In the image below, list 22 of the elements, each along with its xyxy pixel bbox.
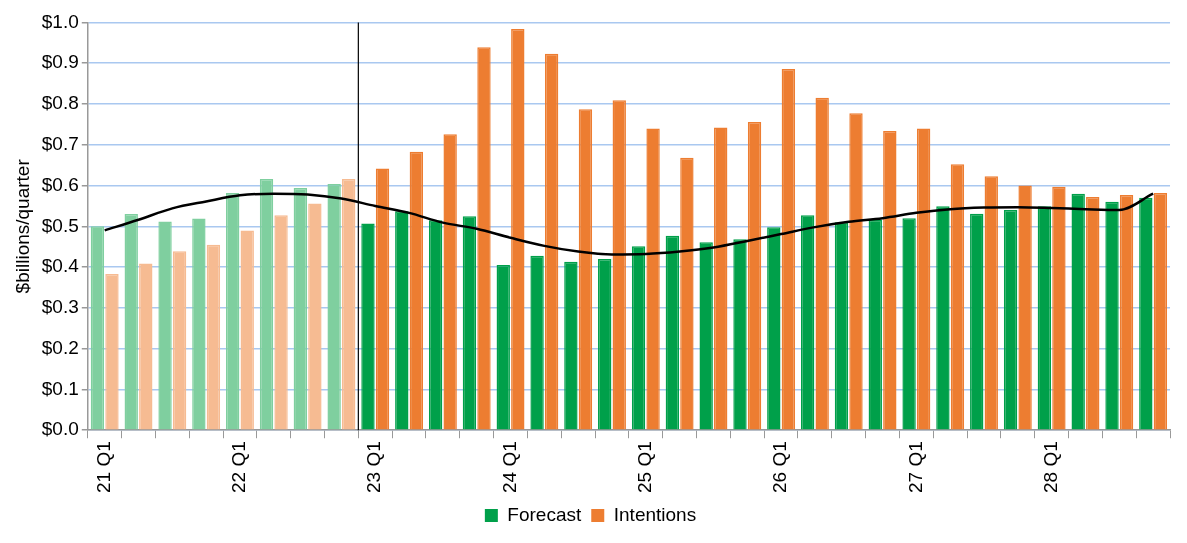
x-tick-label: 28 Q1 [1039,441,1061,494]
y-tick-label: $0.8 [41,92,79,114]
legend-label: Intentions [613,503,697,525]
y-tick-label: $0.3 [41,296,79,318]
x-tick-label: 23 Q1 [363,441,385,494]
y-tick-label: $0.9 [41,51,79,73]
x-tick-label: 27 Q1 [904,441,926,494]
x-tick-label: 22 Q1 [228,441,250,494]
x-tick-label: 25 Q1 [634,441,656,494]
y-tick-label: $0.0 [41,418,79,440]
y-tick-label: $0.6 [41,173,79,195]
y-tick-label: $0.7 [41,132,79,154]
y-tick-label: $0.5 [41,214,79,236]
x-tick-label: 21 Q1 [92,441,114,494]
y-tick-label: $1.0 [41,10,79,32]
x-tick-label: 26 Q1 [769,441,791,494]
y-tick-label: $0.2 [41,336,79,358]
y-axis-title: $billions/quarter [11,158,33,294]
y-tick-label: $0.1 [41,377,79,399]
legend-label: Forecast [507,503,582,525]
x-tick-label: 24 Q1 [498,441,520,494]
y-tick-label: $0.4 [41,255,80,277]
